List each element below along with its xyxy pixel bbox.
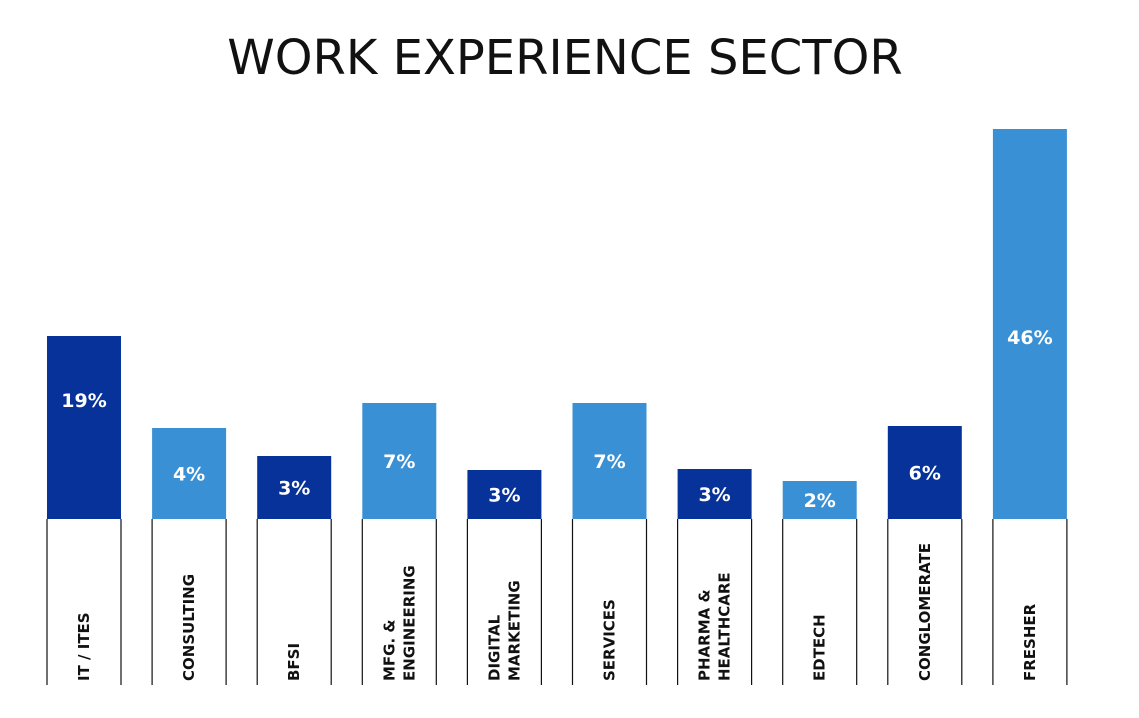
category-label-line-5-0: SERVICES — [601, 599, 619, 681]
category-label-1: CONSULTING — [180, 574, 198, 681]
category-label-line-0-0: IT / ITES — [75, 612, 93, 681]
category-label-line-9-0: FRESHER — [1021, 603, 1039, 681]
category-label-line-6-0: PHARMA & — [696, 589, 714, 681]
category-label-6: PHARMA & HEALTHCARE — [696, 572, 734, 681]
bar-0 — [47, 336, 121, 519]
value-label-9: 46% — [1007, 327, 1052, 349]
value-label-3: 7% — [383, 451, 415, 473]
value-label-2: 3% — [278, 478, 310, 500]
bar-3 — [362, 403, 437, 519]
value-label-7: 2% — [804, 490, 836, 512]
bar-2 — [257, 456, 332, 519]
bar-6 — [677, 469, 752, 519]
value-label-5: 7% — [593, 451, 625, 473]
value-label-6: 3% — [698, 484, 730, 506]
category-label-line-4-0: DIGITAL — [485, 614, 503, 681]
category-label-line-4-1: MARKETING — [505, 580, 523, 681]
category-label-9: FRESHER — [1021, 603, 1039, 681]
category-label-0: IT / ITES — [75, 612, 93, 681]
category-label-7: EDTECH — [811, 614, 829, 681]
bar-4 — [467, 470, 542, 519]
bar-1 — [152, 428, 227, 519]
category-label-line-2-0: BFSI — [285, 643, 303, 681]
category-label-line-3-1: ENGINEERING — [400, 565, 418, 681]
value-label-1: 4% — [173, 464, 205, 486]
category-label-line-7-0: EDTECH — [811, 614, 829, 681]
category-label-2: BFSI — [285, 643, 303, 681]
bar-8 — [887, 426, 962, 519]
chart-title: WORK EXPERIENCE SECTOR — [227, 30, 903, 86]
category-label-line-6-1: HEALTHCARE — [716, 572, 734, 681]
category-label-line-8-0: CONGLOMERATE — [916, 543, 934, 681]
category-label-3: MFG. & ENGINEERING — [380, 565, 418, 681]
bar-5 — [572, 403, 647, 519]
value-label-4: 3% — [488, 485, 520, 507]
category-label-4: DIGITAL MARKETING — [485, 580, 523, 681]
bar-9 — [992, 129, 1067, 519]
value-label-0: 19% — [61, 390, 106, 412]
category-label-5: SERVICES — [601, 599, 619, 681]
category-label-8: CONGLOMERATE — [916, 543, 934, 681]
bar-7 — [782, 481, 857, 519]
category-label-line-1-0: CONSULTING — [180, 574, 198, 681]
value-label-8: 6% — [909, 463, 941, 485]
category-label-line-3-0: MFG. & — [380, 620, 398, 682]
